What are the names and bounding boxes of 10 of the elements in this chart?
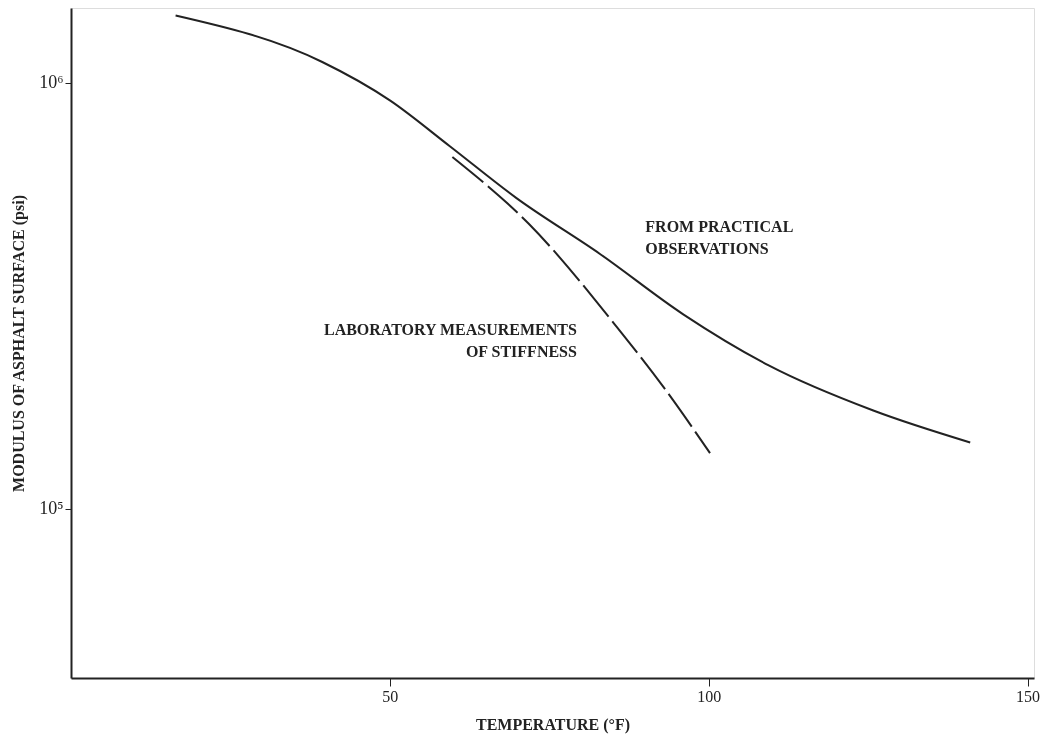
y-tick-label: 10⁶ bbox=[39, 72, 64, 93]
x-tick-label: 50 bbox=[382, 687, 399, 705]
x-tick-label: 150 bbox=[1016, 687, 1041, 705]
x-tick-label: 100 bbox=[697, 687, 722, 705]
annotation: LABORATORY MEASUREMENTS OF STIFFNESS bbox=[323, 321, 578, 361]
y-axis-title: MODULUS OF ASPHALT SURFACE (psi) bbox=[10, 195, 29, 492]
annotation: FROM PRACTICAL OBSERVATIONS bbox=[645, 218, 794, 258]
line-series bbox=[174, 14, 972, 444]
x-axis-title: TEMPERATURE (°F) bbox=[475, 715, 631, 734]
y-tick-label: 10⁵ bbox=[39, 498, 64, 519]
